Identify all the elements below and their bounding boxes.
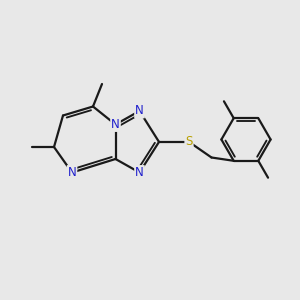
Text: N: N [135, 104, 144, 118]
Text: N: N [135, 166, 144, 179]
Text: N: N [111, 118, 120, 131]
Text: S: S [185, 135, 193, 148]
Text: N: N [68, 166, 76, 179]
